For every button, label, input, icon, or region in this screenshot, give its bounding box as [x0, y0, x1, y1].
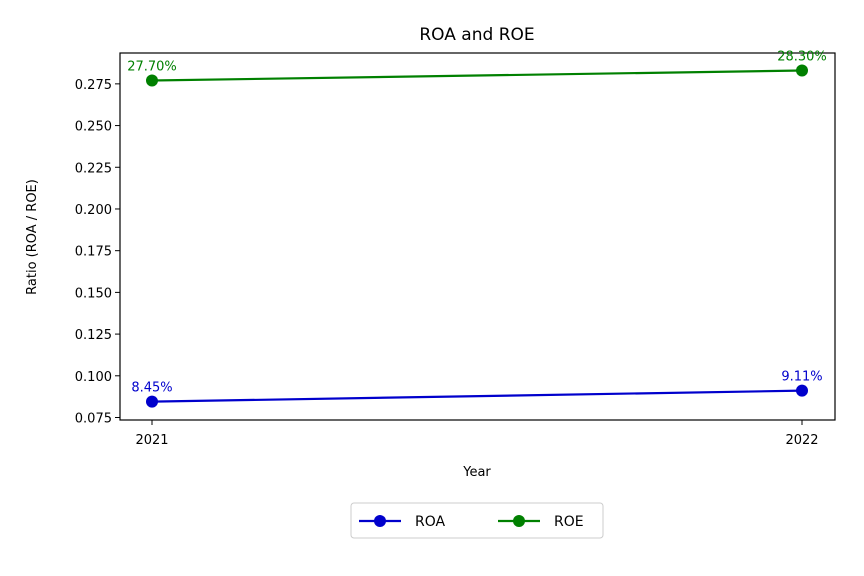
data-point	[146, 395, 158, 408]
y-axis: 0.075 0.100 0.125 0.150 0.175 0.200 0.225 0.250…	[75, 78, 120, 426]
plot-area	[119, 52, 836, 421]
y-axis-label: Ratio (ROA / ROE)	[25, 179, 40, 295]
legend-item-roa: ROA	[359, 514, 446, 530]
data-label: 9.11%	[781, 370, 822, 385]
x-axis: 2021 2022	[135, 420, 819, 448]
y-tick-label: 0.125	[75, 328, 112, 343]
y-tick-label: 0.175	[75, 245, 112, 260]
series-line	[151, 69, 803, 82]
chart-title: ROA and ROE	[419, 25, 534, 45]
x-tick-label: 2022	[785, 433, 818, 448]
legend-label: ROE	[554, 514, 584, 530]
legend-marker	[374, 515, 386, 527]
legend-label: ROA	[415, 514, 446, 530]
data-label: 27.70%	[127, 60, 177, 75]
series-line	[151, 389, 803, 403]
x-tick-label: 2021	[135, 433, 168, 448]
data-label: 28.30%	[777, 50, 827, 65]
legend-item-roe: ROE	[498, 514, 584, 530]
x-axis-label: Year	[462, 465, 491, 480]
series-layer: 8.45% 9.11% 27.70% 28.30%	[127, 50, 827, 408]
legend: ROA ROE	[350, 502, 604, 539]
y-tick-label: 0.225	[75, 161, 112, 176]
y-tick-label: 0.200	[75, 203, 112, 218]
data-point	[146, 74, 158, 87]
series-roe: 27.70% 28.30%	[127, 50, 827, 87]
y-tick-label: 0.275	[75, 78, 112, 93]
y-tick-label: 0.250	[75, 120, 112, 135]
data-point	[796, 64, 808, 77]
data-point	[796, 384, 808, 397]
y-tick-label: 0.100	[75, 370, 112, 385]
legend-marker	[513, 515, 525, 527]
legend-frame	[350, 502, 604, 539]
series-roa: 8.45% 9.11%	[131, 370, 823, 408]
y-tick-label: 0.150	[75, 286, 112, 301]
data-label: 8.45%	[131, 381, 172, 396]
y-tick-label: 0.075	[75, 411, 112, 426]
